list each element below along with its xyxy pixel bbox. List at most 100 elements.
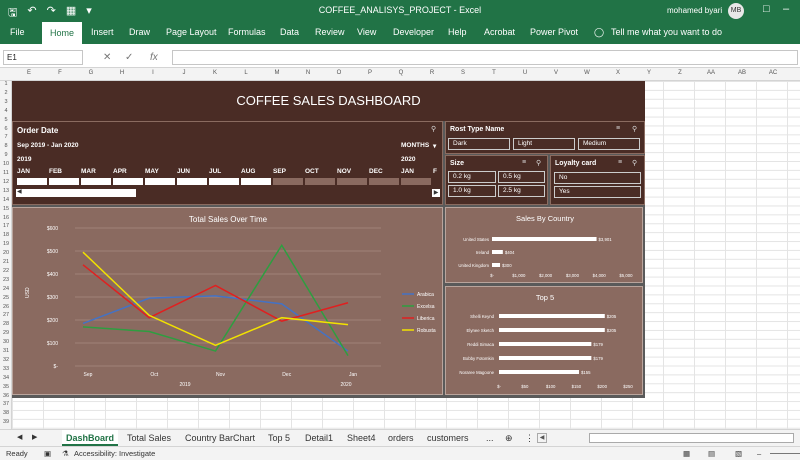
sheet-tab-dashboard[interactable]: DashBoard	[62, 430, 119, 446]
row-header[interactable]: 11	[3, 170, 9, 176]
column-header[interactable]: I	[152, 70, 154, 76]
timeline-period-select[interactable]: MONTHS	[401, 142, 430, 149]
sales-by-country-chart[interactable]: Sales By Country United States $3,901 Irela…	[445, 207, 643, 283]
ribbon-display-icon[interactable]: □	[763, 3, 770, 15]
timeline-period[interactable]	[304, 177, 336, 186]
sheet-tab-customers[interactable]: customers	[427, 433, 469, 443]
bar[interactable]	[499, 356, 592, 360]
row-header[interactable]: 19	[2, 241, 10, 248]
series-line[interactable]	[82, 264, 349, 322]
column-header[interactable]: AC	[768, 70, 778, 76]
multi-select-icon[interactable]: ≡	[618, 159, 623, 166]
sheet-tab-top5[interactable]: Top 5	[268, 433, 291, 443]
row-header[interactable]: 6	[4, 125, 8, 132]
row-header[interactable]: 15	[2, 205, 10, 212]
column-header[interactable]: J	[182, 70, 186, 76]
column-header[interactable]: S	[460, 70, 465, 76]
column-header[interactable]: F	[58, 70, 62, 76]
accessibility-status[interactable]: Accessibility: Investigate	[74, 449, 156, 458]
column-header[interactable]: U	[522, 70, 528, 76]
row-header[interactable]: 38	[2, 410, 10, 417]
row-header[interactable]: 29	[2, 330, 10, 337]
tab-page-layout[interactable]: Page Layout	[166, 27, 217, 37]
roast-dark-button[interactable]: Dark	[448, 138, 510, 150]
row-header[interactable]: 28	[2, 321, 10, 328]
scroll-left-icon[interactable]: ◀	[537, 433, 547, 443]
column-header[interactable]: N	[305, 70, 311, 76]
total-sales-chart[interactable]: Total Sales Over Time $- $100 $200 $300 $400 $…	[12, 207, 443, 395]
tab-data[interactable]: Data	[280, 27, 300, 37]
avatar[interactable]: MB	[728, 3, 744, 19]
tab-review[interactable]: Review	[315, 27, 345, 37]
timeline-period[interactable]	[336, 177, 368, 186]
scroll-left-icon[interactable]: ◀	[17, 189, 22, 195]
page-break-view-icon[interactable]: ▧	[735, 449, 743, 458]
column-header[interactable]: AB	[737, 70, 746, 76]
row-header[interactable]: 3	[4, 98, 8, 105]
row-header[interactable]: 21	[2, 259, 10, 265]
scroll-right-icon[interactable]: ▶	[432, 189, 440, 197]
sheet-tab-country-barchart[interactable]: Country BarChart	[185, 433, 256, 443]
column-header[interactable]: AA	[706, 70, 715, 76]
row-header[interactable]: 13	[2, 187, 10, 194]
timeline-scrollbar[interactable]	[16, 189, 136, 197]
row-header[interactable]: 30	[2, 339, 10, 346]
column-header[interactable]: X	[615, 70, 620, 76]
column-header[interactable]: Q	[398, 70, 404, 76]
add-sheet-icon[interactable]: ⊕	[505, 433, 513, 443]
timeline-period[interactable]	[176, 177, 208, 186]
zoom-out-icon[interactable]: –	[757, 449, 762, 458]
page-layout-view-icon[interactable]: ▤	[708, 449, 716, 458]
more-sheets[interactable]: ...	[486, 433, 494, 443]
column-header[interactable]: P	[367, 70, 372, 76]
row-header[interactable]: 8	[4, 143, 8, 150]
tab-draw[interactable]: Draw	[129, 27, 151, 37]
row-header[interactable]: 25	[2, 294, 10, 301]
redo-icon[interactable]: ↷	[46, 5, 56, 17]
row-header[interactable]: 39	[2, 419, 10, 426]
tab-developer[interactable]: Developer	[393, 27, 435, 37]
size-0-2kg-button[interactable]: 0.2 kg	[448, 171, 496, 183]
column-header[interactable]: H	[119, 70, 125, 76]
clear-filter-icon[interactable]: ⚲	[632, 126, 638, 133]
row-header[interactable]: 27	[2, 312, 10, 319]
horizontal-scrollbar[interactable]	[589, 433, 794, 443]
size-0-5kg-button[interactable]: 0.5 kg	[498, 171, 545, 183]
insert-function-icon[interactable]: fx	[150, 52, 158, 63]
column-header[interactable]: E	[26, 70, 31, 76]
loyalty-no-button[interactable]: No	[554, 172, 641, 184]
column-header[interactable]: R	[429, 70, 435, 76]
bar[interactable]	[492, 250, 503, 254]
save-icon[interactable]: 🖫	[8, 7, 18, 19]
undo-icon[interactable]: ↶	[27, 5, 37, 17]
tell-me-search[interactable]: Tell me what you want to do	[611, 27, 723, 37]
sheet-tab-detail1[interactable]: Detail1	[305, 433, 334, 443]
series-line[interactable]	[82, 243, 349, 357]
user-name[interactable]: mohamed byari	[667, 6, 723, 15]
multi-select-icon[interactable]: ≡	[522, 159, 527, 166]
row-header[interactable]: 16	[2, 214, 10, 221]
next-sheet-icon[interactable]: ▶	[32, 434, 38, 441]
row-header[interactable]: 31	[2, 348, 10, 354]
minimize-icon[interactable]: –	[783, 3, 790, 15]
prev-sheet-icon[interactable]: ◀	[17, 434, 23, 441]
column-header[interactable]: Z	[678, 70, 682, 76]
row-header[interactable]: 2	[4, 89, 8, 96]
bar[interactable]	[492, 263, 501, 267]
tab-acrobat[interactable]: Acrobat	[484, 27, 516, 37]
row-header[interactable]: 9	[4, 152, 8, 159]
column-header[interactable]: V	[553, 70, 558, 76]
column-header[interactable]: M	[274, 70, 280, 76]
normal-view-icon[interactable]: ▦	[683, 449, 691, 458]
row-header[interactable]: 1	[4, 81, 8, 87]
row-header[interactable]: 32	[2, 356, 10, 363]
clear-filter-icon[interactable]: ⚲	[431, 126, 437, 133]
timeline-period[interactable]	[112, 177, 144, 186]
column-header[interactable]: W	[584, 70, 590, 76]
check-icon[interactable]: ✓	[125, 52, 134, 63]
timeline-period[interactable]	[80, 177, 112, 186]
clear-filter-icon[interactable]: ⚲	[536, 160, 542, 167]
sheet-tab-total-sales[interactable]: Total Sales	[127, 433, 172, 443]
row-header[interactable]: 7	[4, 134, 8, 141]
row-header[interactable]: 24	[2, 285, 10, 292]
